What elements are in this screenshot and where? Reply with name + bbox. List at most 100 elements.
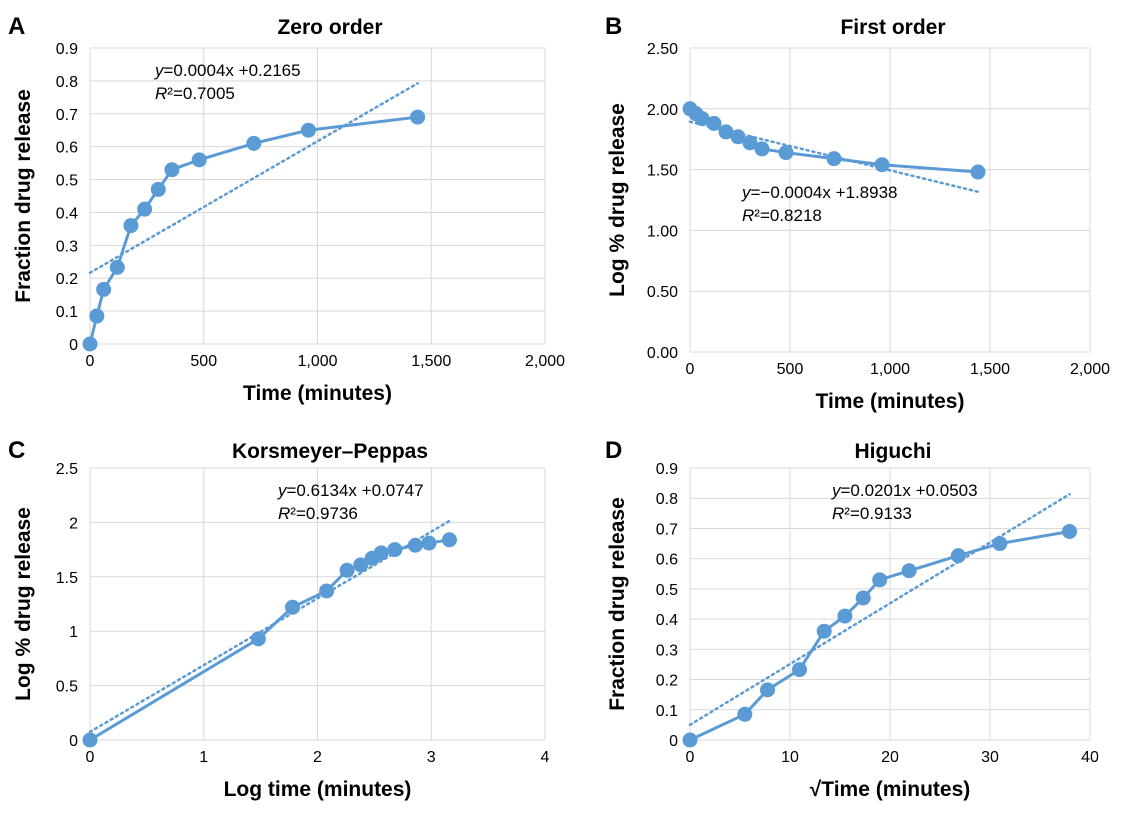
r-squared: R²=0.7005 [155,84,235,103]
data-point [682,732,698,748]
data-point [1062,523,1077,539]
y-tick-label: 0.3 [656,642,678,659]
data-point [754,141,770,157]
data-point [706,115,722,131]
equation-y: y [741,183,752,202]
y-axis-title: Fraction drug release [606,497,629,711]
r-squared-value: ²=0.8218 [754,206,822,225]
y-tick-label: 0.2 [656,673,678,690]
x-axis-title: Time (minutes) [243,382,392,405]
series-line [89,538,450,742]
x-tick-label: 0 [686,749,695,766]
y-tick-label: 2.00 [647,102,678,119]
y-axis-title: Log % drug release [606,103,629,297]
panel-letter: A [8,13,25,40]
data-point [778,145,794,161]
r-squared-label: R [832,504,844,523]
y-tick-label: 0.4 [56,205,78,222]
data-point [373,545,389,561]
data-point [300,122,316,138]
y-axis-title: Fraction drug release [12,89,35,303]
data-point [387,542,403,558]
y-tick-label: 2.50 [647,41,678,58]
r-squared-value: ²=0.9736 [290,504,358,523]
y-tick-label: 0.7 [56,107,78,124]
x-tick-label: 4 [541,749,550,766]
panel-letter: B [605,13,622,40]
r-squared-value: ²=0.7005 [167,84,235,103]
y-tick-label: 1 [69,624,78,641]
y-tick-label: 0 [69,733,78,750]
x-tick-label: 1,000 [870,361,910,378]
y-tick-label: 0 [69,337,78,354]
data-point [872,572,888,588]
y-tick-label: 0.1 [656,703,678,720]
chart-title: Zero order [277,16,382,39]
data-point [250,631,266,647]
regression-equation: y=0.0201x +0.0503 [831,481,978,500]
y-tick-label: 0.9 [656,461,678,478]
regression-equation: y=0.6134x +0.0747 [277,481,424,500]
x-tick-label: 500 [190,353,217,370]
data-point [82,336,98,352]
data-point [826,151,842,167]
y-tick-label: 0.2 [56,271,78,288]
y-tick-label: 0.00 [647,345,678,362]
equation-rest: =0.0004x +0.2165 [164,61,301,80]
data-point [164,162,180,178]
data-point [82,732,98,748]
y-tick-label: 0.6 [656,552,678,569]
data-point [950,548,966,564]
x-tick-label: 1,000 [297,353,337,370]
data-point [89,308,105,324]
data-point [837,608,853,624]
y-tick-label: 2 [69,515,78,532]
y-tick-label: 0.7 [656,521,678,538]
x-tick-label: 2 [313,749,322,766]
data-point [339,562,355,578]
data-point [901,563,917,579]
data-point [855,590,871,606]
data-point [410,109,426,125]
y-tick-label: 0 [669,733,678,750]
r-squared-label: R [278,504,290,523]
data-point [109,259,125,275]
data-point [737,706,753,722]
y-tick-label: 0.4 [656,612,678,629]
data-point [284,599,300,615]
data-point [319,583,335,599]
x-tick-label: 40 [1081,749,1099,766]
y-tick-label: 0.8 [656,491,678,508]
data-point [718,124,734,140]
y-tick-label: 1.50 [647,163,678,180]
equation-rest: =−0.0004x +1.8938 [751,183,898,202]
x-tick-label: 2,000 [1070,361,1110,378]
y-tick-label: 0.1 [56,304,78,321]
data-point [96,281,112,297]
equation-y: y [831,481,842,500]
y-tick-label: 0.5 [56,679,78,696]
trendline [688,493,1071,727]
y-tick-label: 1.5 [56,570,78,587]
x-tick-label: 20 [881,749,899,766]
data-point [816,623,832,639]
y-axis-title: Log % drug release [12,507,35,701]
equation-y: y [154,61,165,80]
trendline [88,82,419,275]
y-tick-label: 0.6 [56,140,78,157]
r-squared: R²=0.8218 [742,206,822,225]
x-tick-label: 500 [777,361,804,378]
y-tick-label: 0.5 [656,582,678,599]
x-axis-title: √Time (minutes) [810,778,971,801]
x-tick-label: 10 [781,749,799,766]
r-squared-label: R [155,84,167,103]
y-tick-label: 1.00 [647,223,678,240]
data-point [970,164,986,180]
data-point [742,135,758,151]
chart-title: Korsmeyer–Peppas [232,440,428,463]
y-tick-label: 0.9 [56,41,78,58]
equation-rest: =0.6134x +0.0747 [287,481,424,500]
r-squared: R²=0.9133 [832,504,912,523]
r-squared: R²=0.9736 [278,504,358,523]
